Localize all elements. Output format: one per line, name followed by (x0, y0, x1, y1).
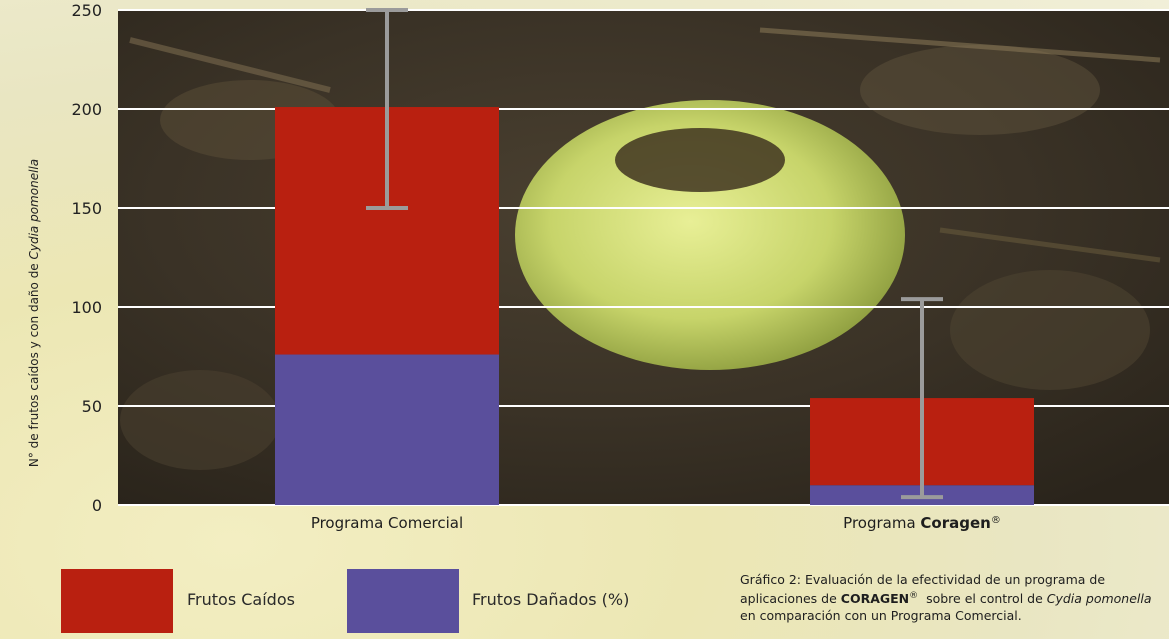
chart-caption: Gráfico 2: Evaluación de la efectividad … (740, 571, 1168, 624)
legend-label-frutos-danados: Frutos Dañados (%) (472, 590, 630, 609)
legend-label-frutos-caidos: Frutos Caídos (187, 590, 295, 609)
y-tick-labels: 0 50 100 150 200 250 (71, 1, 102, 515)
caption-line-1: Gráfico 2: Evaluación de la efectividad … (740, 572, 1106, 587)
y-tick-50: 50 (82, 397, 102, 416)
y-tick-0: 0 (92, 496, 102, 515)
caption-line-2: aplicaciones de CORAGEN® sobre el contro… (740, 591, 1152, 607)
x-category-label-0: Programa Comercial (311, 514, 463, 532)
y-tick-200: 200 (71, 100, 102, 119)
legend-swatch-frutos-danados (347, 569, 459, 633)
y-axis-label: N° de frutos caídos y con daño de Cydia … (27, 159, 41, 467)
x-category-labels: Programa Comercial Programa Coragen® (311, 514, 1001, 532)
fruit-image (515, 100, 905, 370)
y-tick-250: 250 (71, 1, 102, 20)
y-tick-150: 150 (71, 199, 102, 218)
bar-danados-0 (275, 354, 499, 505)
legend-swatch-frutos-caidos (61, 569, 173, 633)
y-tick-100: 100 (71, 298, 102, 317)
error-bars (366, 8, 943, 500)
caption-line-3: en comparación con un Programa Comercial… (740, 608, 1022, 624)
x-category-label-1: Programa Coragen® (843, 514, 1001, 532)
